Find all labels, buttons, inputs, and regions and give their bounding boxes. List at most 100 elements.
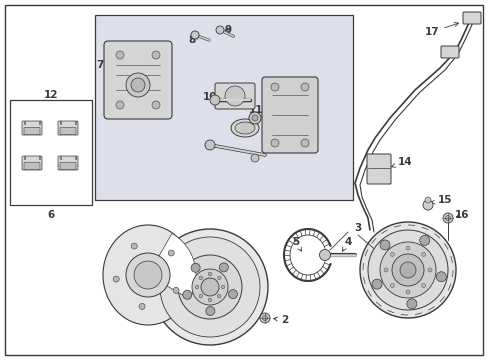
Circle shape bbox=[195, 285, 199, 289]
Circle shape bbox=[152, 101, 160, 109]
Circle shape bbox=[372, 279, 382, 289]
Circle shape bbox=[271, 83, 279, 91]
Circle shape bbox=[208, 298, 212, 302]
Circle shape bbox=[252, 115, 258, 121]
Circle shape bbox=[183, 290, 192, 299]
FancyBboxPatch shape bbox=[104, 41, 172, 119]
Text: 12: 12 bbox=[44, 90, 58, 100]
Text: 16: 16 bbox=[455, 210, 469, 220]
FancyBboxPatch shape bbox=[367, 154, 391, 184]
Circle shape bbox=[391, 284, 394, 288]
Circle shape bbox=[260, 313, 270, 323]
Circle shape bbox=[445, 216, 450, 220]
Bar bbox=[24, 156, 25, 159]
Circle shape bbox=[423, 200, 433, 210]
Circle shape bbox=[113, 276, 119, 282]
Circle shape bbox=[406, 246, 410, 250]
Circle shape bbox=[152, 229, 268, 345]
Circle shape bbox=[319, 249, 330, 261]
Circle shape bbox=[428, 268, 432, 272]
FancyBboxPatch shape bbox=[60, 162, 76, 170]
Circle shape bbox=[160, 237, 260, 337]
Circle shape bbox=[407, 299, 417, 309]
Circle shape bbox=[221, 285, 225, 289]
Circle shape bbox=[368, 230, 448, 310]
Circle shape bbox=[443, 213, 453, 223]
Circle shape bbox=[420, 235, 430, 246]
FancyBboxPatch shape bbox=[24, 162, 40, 170]
Circle shape bbox=[134, 261, 162, 289]
Circle shape bbox=[218, 294, 221, 298]
Text: 11: 11 bbox=[249, 105, 263, 118]
Circle shape bbox=[210, 95, 220, 105]
Circle shape bbox=[208, 272, 212, 276]
Text: 3: 3 bbox=[354, 223, 362, 233]
Circle shape bbox=[139, 303, 145, 310]
FancyBboxPatch shape bbox=[58, 121, 78, 135]
Circle shape bbox=[360, 222, 456, 318]
Bar bbox=[75, 156, 76, 159]
Text: 2: 2 bbox=[274, 315, 289, 325]
Circle shape bbox=[218, 276, 221, 280]
Circle shape bbox=[380, 242, 436, 298]
Bar bbox=[95, 15, 353, 200]
Text: 15: 15 bbox=[431, 195, 452, 205]
Bar bbox=[10, 100, 92, 205]
Circle shape bbox=[191, 31, 199, 39]
Ellipse shape bbox=[103, 225, 193, 325]
Text: 6: 6 bbox=[48, 210, 54, 220]
Circle shape bbox=[225, 86, 245, 106]
Text: 14: 14 bbox=[392, 157, 412, 167]
Circle shape bbox=[216, 26, 224, 34]
Text: 9: 9 bbox=[224, 25, 232, 35]
Circle shape bbox=[263, 315, 268, 320]
Circle shape bbox=[191, 263, 200, 272]
Circle shape bbox=[178, 255, 242, 319]
Circle shape bbox=[199, 294, 202, 298]
Circle shape bbox=[421, 252, 425, 256]
Ellipse shape bbox=[231, 119, 259, 137]
Circle shape bbox=[168, 250, 174, 256]
Circle shape bbox=[392, 254, 424, 286]
Circle shape bbox=[116, 101, 124, 109]
Circle shape bbox=[301, 139, 309, 147]
Circle shape bbox=[301, 83, 309, 91]
Circle shape bbox=[131, 78, 145, 92]
Text: 10: 10 bbox=[203, 92, 224, 102]
Text: 17: 17 bbox=[425, 23, 459, 37]
Circle shape bbox=[251, 154, 259, 162]
Bar bbox=[60, 121, 61, 124]
FancyBboxPatch shape bbox=[262, 77, 318, 153]
Circle shape bbox=[201, 278, 219, 296]
Wedge shape bbox=[148, 233, 196, 299]
Circle shape bbox=[173, 287, 179, 293]
Circle shape bbox=[192, 269, 228, 305]
Text: 8: 8 bbox=[188, 35, 199, 45]
FancyBboxPatch shape bbox=[22, 156, 42, 170]
Circle shape bbox=[391, 252, 394, 256]
Circle shape bbox=[206, 306, 215, 315]
Circle shape bbox=[228, 289, 238, 298]
Circle shape bbox=[400, 262, 416, 278]
Text: 1: 1 bbox=[234, 253, 242, 269]
Text: 5: 5 bbox=[293, 237, 301, 251]
FancyBboxPatch shape bbox=[215, 83, 255, 109]
Circle shape bbox=[126, 73, 150, 97]
Circle shape bbox=[406, 290, 410, 294]
Circle shape bbox=[126, 253, 170, 297]
Circle shape bbox=[220, 263, 228, 272]
FancyBboxPatch shape bbox=[60, 127, 76, 135]
Circle shape bbox=[380, 240, 390, 250]
Bar bbox=[24, 121, 25, 124]
FancyBboxPatch shape bbox=[441, 46, 459, 58]
Circle shape bbox=[271, 139, 279, 147]
Bar bbox=[60, 156, 61, 159]
FancyBboxPatch shape bbox=[58, 156, 78, 170]
FancyBboxPatch shape bbox=[24, 127, 40, 135]
Circle shape bbox=[425, 197, 431, 203]
Text: 4: 4 bbox=[343, 237, 352, 251]
Bar bbox=[39, 121, 40, 124]
Bar bbox=[39, 156, 40, 159]
Bar bbox=[75, 121, 76, 124]
FancyBboxPatch shape bbox=[463, 12, 481, 24]
